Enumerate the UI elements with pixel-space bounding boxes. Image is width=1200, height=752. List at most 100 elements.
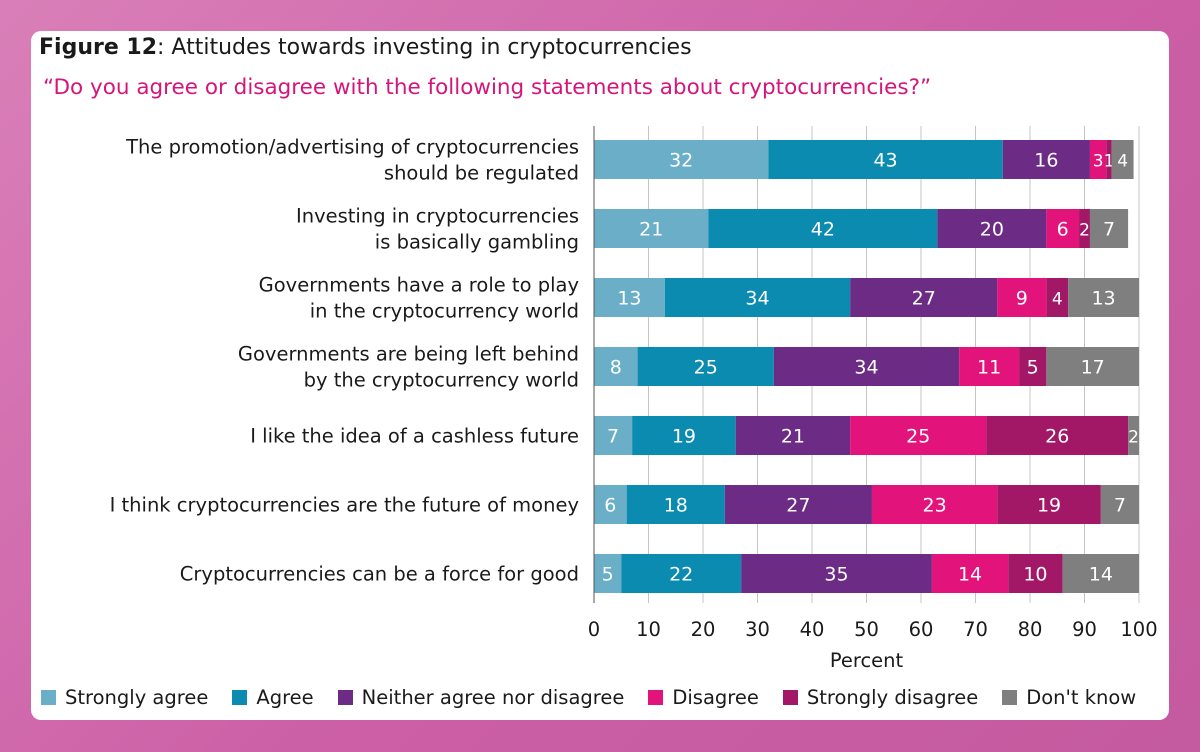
data-label: 13: [1091, 288, 1115, 310]
legend-swatch: [41, 690, 56, 705]
data-label: 25: [906, 426, 930, 448]
category-label: in the cryptocurrency world: [310, 300, 579, 323]
data-label: 2: [1128, 428, 1139, 448]
legend-label: Agree: [256, 686, 314, 709]
bar-segment: [997, 485, 1101, 524]
legend-item: Neither agree nor disagree: [337, 686, 625, 709]
bar-segment: [1062, 554, 1139, 593]
data-label: 11: [977, 357, 1001, 379]
data-label: 21: [639, 219, 663, 241]
figure-title-text: : Attitudes towards investing in cryptoc…: [157, 35, 692, 60]
x-tick-label: 20: [691, 618, 716, 641]
data-label: 1: [1104, 152, 1115, 172]
data-label: 32: [669, 150, 693, 172]
bar-segment: [959, 347, 1020, 386]
bar-segment: [986, 416, 1129, 455]
legend-label: Strongly disagree: [806, 686, 979, 709]
data-label: 5: [602, 564, 614, 586]
category-label: Cryptocurrencies can be a force for good: [180, 563, 579, 586]
bar-segment: [1002, 140, 1090, 179]
bar-segment: [850, 278, 998, 317]
legend-label: Don't know: [1026, 686, 1137, 709]
legend-item: Agree: [232, 686, 314, 709]
x-axis-title: Percent: [830, 649, 904, 672]
data-label: 2: [1079, 221, 1090, 241]
category-label: Investing in cryptocurrencies: [296, 205, 579, 228]
bar-segment: [1046, 278, 1069, 317]
figure-title: Figure 12: Attitudes towards investing i…: [39, 35, 692, 60]
data-label: 22: [669, 564, 693, 586]
data-label: 7: [1103, 219, 1115, 241]
bar-segment: [735, 416, 851, 455]
data-label: 3: [1093, 152, 1104, 172]
x-tick-label: 30: [745, 618, 770, 641]
bar-segment: [1079, 209, 1090, 248]
category-label: The promotion/advertising of cryptocurre…: [125, 136, 579, 159]
bar-segment: [594, 554, 622, 593]
legend-swatch: [232, 690, 248, 705]
x-tick-label: 60: [909, 618, 934, 641]
bar-segment: [621, 554, 742, 593]
data-label: 27: [786, 495, 810, 517]
data-label: 4: [1117, 152, 1128, 172]
category-label: I think cryptocurrencies are the future …: [110, 494, 579, 517]
legend-swatch: [1002, 690, 1018, 705]
category-label: by the cryptocurrency world: [304, 369, 579, 392]
bar-segment: [1100, 485, 1139, 524]
data-label: 6: [1057, 219, 1069, 241]
data-label: 7: [1114, 495, 1126, 517]
figure-card: Figure 12: Attitudes towards investing i…: [31, 31, 1169, 720]
data-label: 35: [824, 564, 848, 586]
bar-segment: [768, 140, 1003, 179]
bar-segment: [871, 485, 998, 524]
data-label: 6: [604, 495, 616, 517]
data-label: 8: [610, 357, 622, 379]
x-tick-label: 0: [588, 618, 600, 641]
data-label: 26: [1045, 426, 1069, 448]
data-label: 19: [1037, 495, 1061, 517]
legend-label: Disagree: [672, 686, 759, 709]
legend-swatch: [337, 690, 353, 705]
data-label: 19: [672, 426, 696, 448]
data-label: 27: [912, 288, 936, 310]
data-label: 25: [694, 357, 718, 379]
data-label: 21: [781, 426, 805, 448]
data-label: 14: [1089, 564, 1113, 586]
data-label: 18: [664, 495, 688, 517]
data-label: 7: [607, 426, 619, 448]
bar-segment: [594, 485, 627, 524]
data-label: 14: [958, 564, 982, 586]
category-label: I like the idea of a cashless future: [250, 425, 579, 448]
bar-segment: [594, 140, 769, 179]
bar-segment: [664, 278, 851, 317]
legend-item: Strongly disagree: [782, 686, 979, 709]
legend-item: Disagree: [648, 686, 759, 709]
legend-label: Strongly agree: [65, 686, 209, 709]
data-label: 16: [1034, 150, 1058, 172]
bar-segment: [1128, 416, 1139, 455]
x-tick-label: 50: [854, 618, 879, 641]
chart-legend: Strongly agree Agree Neither agree nor dis…: [41, 686, 1136, 709]
legend-swatch: [782, 690, 798, 705]
bar-segment: [1089, 140, 1107, 179]
category-label: Governments are being left behind: [238, 343, 579, 366]
data-label: 4: [1052, 290, 1063, 310]
bar-segment: [1111, 140, 1134, 179]
bar-segment: [637, 347, 774, 386]
bar-segment: [1019, 347, 1047, 386]
legend-label: Neither agree nor disagree: [361, 686, 625, 709]
legend-swatch: [648, 690, 664, 705]
bar-segment: [937, 209, 1047, 248]
data-label: 13: [617, 288, 641, 310]
bar-segment: [594, 347, 638, 386]
bar-segment: [850, 416, 987, 455]
data-label: 17: [1081, 357, 1105, 379]
bar-segment: [1046, 347, 1139, 386]
survey-question: “Do you agree or disagree with the follo…: [43, 75, 932, 100]
data-label: 34: [854, 357, 878, 379]
bar-segment: [1089, 209, 1129, 248]
category-label: Governments have a role to play: [259, 274, 579, 297]
x-tick-label: 100: [1120, 618, 1157, 641]
data-label: 42: [811, 219, 835, 241]
